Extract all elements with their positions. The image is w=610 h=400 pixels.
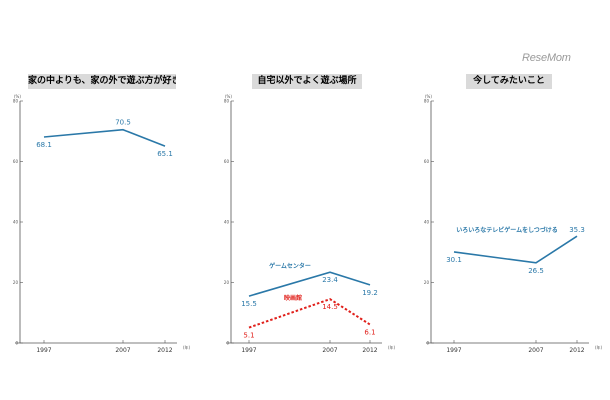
x-tick-label: 2012 xyxy=(569,347,584,354)
y-axis-unit: (%) xyxy=(425,94,432,99)
x-tick-label: 2007 xyxy=(115,347,130,354)
data-label: 68.1 xyxy=(36,141,52,149)
y-tick-label: 60 xyxy=(224,159,230,164)
data-label: 5.1 xyxy=(243,332,254,340)
data-label: 19.2 xyxy=(362,289,378,297)
y-tick-label: 80 xyxy=(13,99,19,104)
y-tick-label: 40 xyxy=(224,220,230,225)
data-label: 14.5 xyxy=(322,303,338,311)
data-label: 70.5 xyxy=(115,119,131,127)
series-line xyxy=(453,235,578,264)
y-axis-unit: (%) xyxy=(14,94,21,99)
data-label: 35.3 xyxy=(569,226,585,234)
x-tick-label: 2007 xyxy=(322,347,337,354)
y-tick-label: 20 xyxy=(224,280,230,285)
data-label: 26.5 xyxy=(528,267,544,275)
x-tick-label: 2007 xyxy=(528,347,543,354)
data-label: 15.5 xyxy=(241,300,257,308)
x-axis-unit: (年) xyxy=(388,344,396,350)
x-tick-label: 1997 xyxy=(36,347,51,354)
data-label: 6.1 xyxy=(364,329,375,337)
series-line xyxy=(248,271,371,297)
y-tick-label: 0 xyxy=(226,341,229,346)
series-name-label: 映画館 xyxy=(284,294,302,302)
series-line xyxy=(248,298,371,329)
y-tick-label: 0 xyxy=(15,341,18,346)
y-tick-label: 40 xyxy=(13,220,19,225)
y-tick-label: 60 xyxy=(13,159,19,164)
chart-title-outdoor-preference: 家の中よりも、家の外で遊ぶ方が好きだ xyxy=(28,74,176,89)
x-axis-unit: (年) xyxy=(183,344,191,350)
y-axis-unit: (%) xyxy=(225,94,232,99)
y-tick-label: 80 xyxy=(224,99,230,104)
x-tick-label: 2012 xyxy=(362,347,377,354)
y-tick-label: 60 xyxy=(424,159,430,164)
y-tick-label: 0 xyxy=(426,341,429,346)
x-axis-unit: (年) xyxy=(595,344,603,350)
y-tick-label: 40 xyxy=(424,220,430,225)
series-name-label: いろいろなテレビゲームをしつづける xyxy=(456,226,557,234)
data-label: 65.1 xyxy=(157,150,173,158)
data-label: 30.1 xyxy=(446,256,462,264)
y-tick-label: 80 xyxy=(424,99,430,104)
data-label: 23.4 xyxy=(322,276,338,284)
y-tick-label: 20 xyxy=(13,280,19,285)
chart-title-want-to-do: 今してみたいこと xyxy=(466,74,552,89)
series-line xyxy=(43,128,166,147)
x-tick-label: 1997 xyxy=(446,347,461,354)
resemom-watermark: ReseMom xyxy=(522,52,571,64)
x-tick-label: 1997 xyxy=(241,347,256,354)
y-tick-label: 20 xyxy=(424,280,430,285)
series-name-label: ゲームセンター xyxy=(269,262,311,270)
chart-title-play-places: 自宅以外でよく遊ぶ場所 xyxy=(252,74,362,89)
x-tick-label: 2012 xyxy=(157,347,172,354)
